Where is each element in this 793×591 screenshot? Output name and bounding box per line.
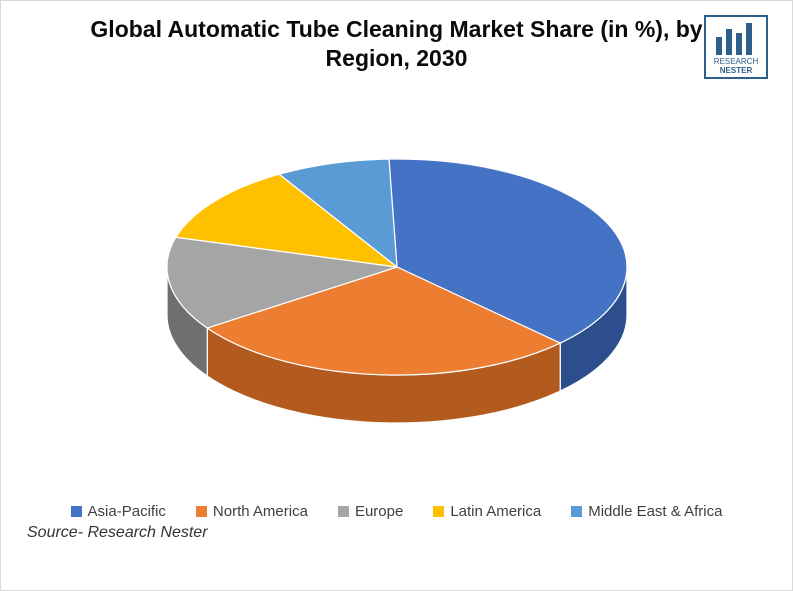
legend-item: Middle East & Africa xyxy=(571,503,722,520)
legend-label: North America xyxy=(213,503,308,520)
legend-swatch xyxy=(433,506,444,517)
legend-item: Latin America xyxy=(433,503,541,520)
legend-swatch xyxy=(196,506,207,517)
legend-swatch xyxy=(571,506,582,517)
logo-text-bottom: NESTER xyxy=(720,66,753,75)
legend-label: Latin America xyxy=(450,503,541,520)
legend: Asia-Pacific North America Europe Latin Ame… xyxy=(19,503,774,520)
legend-label: Middle East & Africa xyxy=(588,503,722,520)
pie-chart-svg xyxy=(27,87,767,487)
logo-text-top: RESEARCH xyxy=(714,57,759,66)
legend-label: Asia-Pacific xyxy=(88,503,166,520)
source-text: Source- Research Nester xyxy=(27,524,774,542)
header-row: Global Automatic Tube Cleaning Market Sh… xyxy=(19,15,774,73)
chart-title: Global Automatic Tube Cleaning Market Sh… xyxy=(57,15,737,73)
legend-item: Asia-Pacific xyxy=(71,503,166,520)
legend-item: North America xyxy=(196,503,308,520)
logo-svg: RESEARCH NESTER xyxy=(704,15,768,79)
chart-container: Global Automatic Tube Cleaning Market Sh… xyxy=(0,0,793,591)
legend-item: Europe xyxy=(338,503,403,520)
pie-chart-area xyxy=(19,77,774,497)
legend-swatch xyxy=(338,506,349,517)
legend-label: Europe xyxy=(355,503,403,520)
brand-logo: RESEARCH NESTER xyxy=(704,15,768,79)
legend-swatch xyxy=(71,506,82,517)
